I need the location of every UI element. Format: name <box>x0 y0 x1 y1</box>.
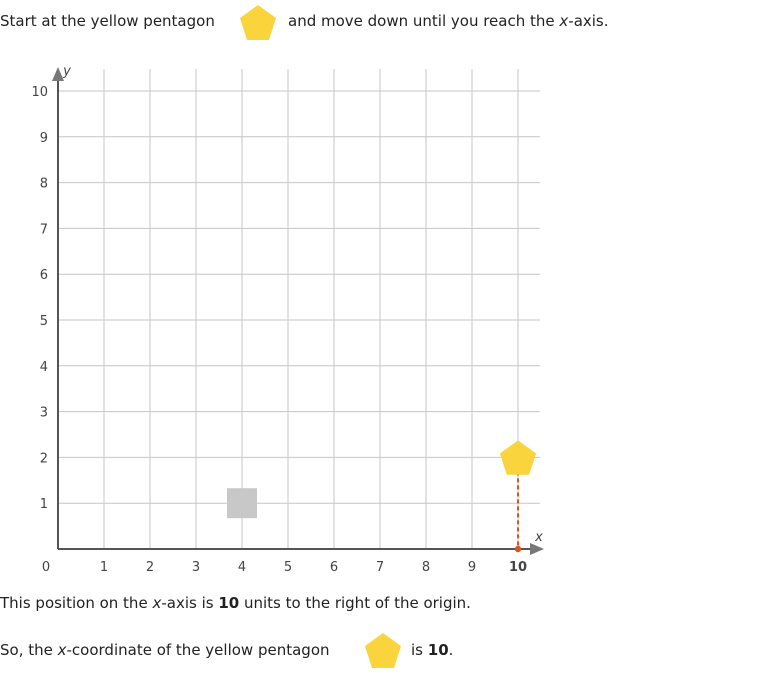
y-tick-label: 1 <box>40 497 48 512</box>
explanation-line-2: So, the x-coordinate of the yellow penta… <box>0 641 330 659</box>
x-tick-label: 9 <box>468 560 476 575</box>
y-tick-label: 7 <box>40 222 48 237</box>
y-axis-label: y <box>62 64 71 79</box>
yellow-pentagon-marker <box>499 440 537 475</box>
y-tick-label: 9 <box>40 131 48 146</box>
x-tick-label: 4 <box>238 560 246 575</box>
x-tick-label: 8 <box>422 560 430 575</box>
explanation-line-2-end: is 10. <box>411 641 454 659</box>
y-tick-label: 8 <box>40 177 48 192</box>
y-axis-arrow-icon <box>52 67 64 81</box>
x-tick-label: 2 <box>146 560 154 575</box>
coordinate-grid: x y 0 1 2 3 4 5 6 7 8 9 10 1 2 3 4 5 6 7 8 9 10 <box>31 64 544 575</box>
intro-text-start: Start at the yellow pentagon <box>0 12 215 30</box>
yellow-pentagon-icon <box>240 5 276 40</box>
x-tick-label: 5 <box>284 560 292 575</box>
x-tick-label: 6 <box>330 560 338 575</box>
x-tick-label: 7 <box>376 560 384 575</box>
x-axis-point-marker <box>514 545 522 553</box>
x-axis-label: x <box>534 530 543 545</box>
y-tick-label: 5 <box>40 314 48 329</box>
y-tick-label: 10 <box>31 85 48 100</box>
intro-text-end: and move down until you reach the x-axis… <box>288 12 609 30</box>
x-tick-label-highlighted: 10 <box>509 560 527 575</box>
yellow-pentagon-icon <box>365 633 401 668</box>
x-tick-label: 1 <box>100 560 108 575</box>
x-axis-arrow-icon <box>530 543 544 555</box>
y-tick-label: 2 <box>40 451 48 466</box>
y-tick-label: 4 <box>40 360 48 375</box>
gray-square-marker <box>227 488 257 519</box>
x-tick-label: 3 <box>192 560 200 575</box>
x-tick-label: 0 <box>42 560 50 575</box>
y-tick-label: 3 <box>40 406 48 421</box>
explanation-line-1: This position on the x-axis is 10 units … <box>0 594 471 612</box>
y-tick-label: 6 <box>40 268 48 283</box>
